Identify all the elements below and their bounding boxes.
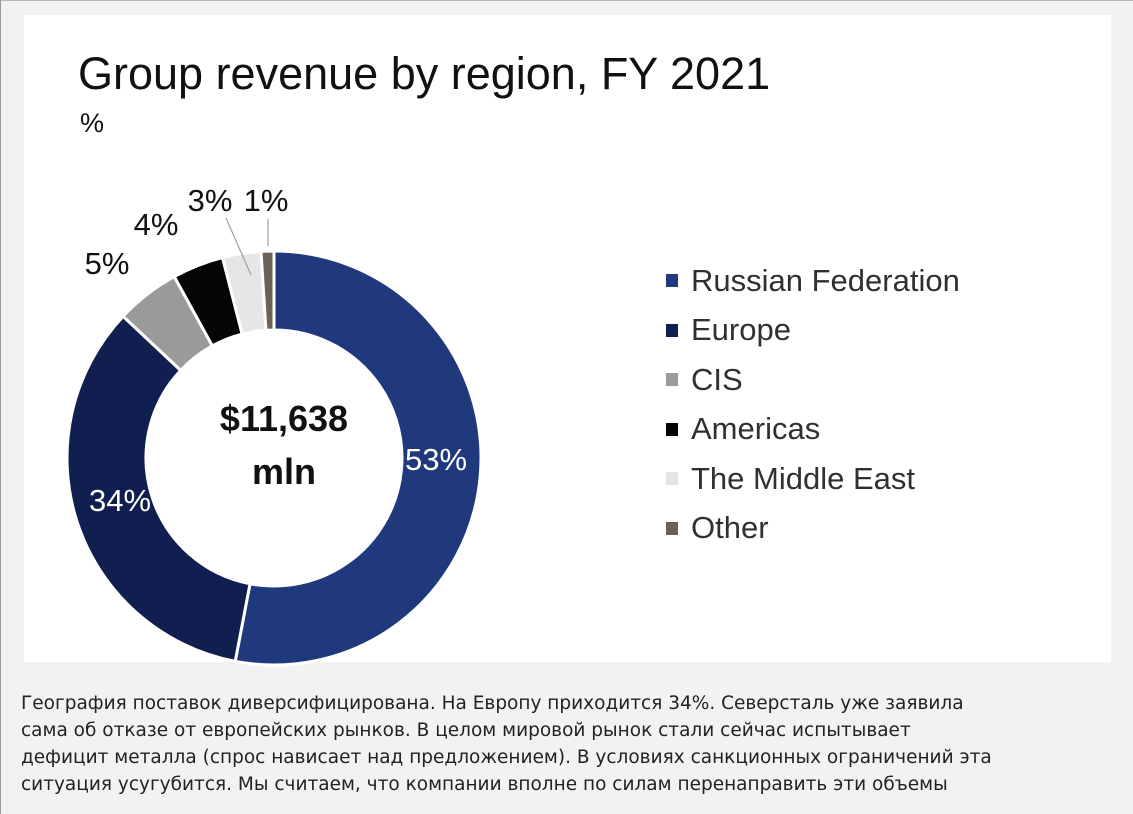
legend-swatch-americas bbox=[666, 422, 678, 436]
donut-chart: 53% 34% 5%4% 3% 1% $11,638 mln bbox=[65, 183, 483, 667]
top-divider bbox=[1, 0, 1133, 1]
description-line: ситуация усугубится. Мы считаем, что ком… bbox=[21, 774, 948, 795]
chart-legend: Russian Federation Europe CIS Americas T… bbox=[666, 256, 1086, 553]
legend-label-americas: Americas bbox=[691, 411, 821, 447]
legend-label-cis: CIS bbox=[691, 361, 743, 397]
value-label-cis: 5% bbox=[85, 246, 130, 281]
legend-item-russian-federation: Russian Federation bbox=[666, 256, 1086, 306]
description-line: сама об отказе от европейских рынков. В … bbox=[21, 720, 911, 741]
legend-label-middle-east: The Middle East bbox=[691, 460, 915, 496]
legend-label-russian-federation: Russian Federation bbox=[691, 262, 960, 298]
leader-line-middle-east bbox=[225, 217, 252, 276]
chart-title: Group revenue by region, FY 2021 bbox=[78, 48, 771, 99]
description-text: География поставок диверсифицирована. На… bbox=[21, 690, 1111, 798]
donut-slice-other bbox=[259, 249, 276, 332]
donut-slice-europe bbox=[65, 314, 252, 664]
legend-item-americas: Americas bbox=[666, 405, 1086, 455]
donut-value-labels: 53% 34% 5%4% 3% 1% bbox=[85, 183, 467, 518]
description-line: дефицит металла (спрос нависает над пред… bbox=[21, 747, 992, 768]
value-label-middle-east: 3% bbox=[188, 183, 233, 218]
chart-card: Group revenue by region, FY 2021 % 53% 34… bbox=[24, 15, 1111, 667]
chart-unit-label: % bbox=[80, 108, 105, 138]
legend-label-other: Other bbox=[691, 510, 769, 546]
legend-item-europe: Europe bbox=[666, 306, 1086, 356]
description-line: География поставок диверсифицирована. На… bbox=[21, 693, 964, 714]
center-total-unit: mln bbox=[252, 451, 316, 492]
legend-swatch-other bbox=[666, 521, 678, 535]
donut-slice-russian-federation bbox=[233, 249, 483, 667]
value-label-americas: 4% bbox=[134, 207, 179, 242]
center-total-value: $11,638 bbox=[220, 398, 348, 439]
legend-swatch-middle-east bbox=[666, 472, 678, 486]
value-label-other: 1% bbox=[244, 183, 289, 218]
legend-swatch-europe bbox=[666, 323, 678, 337]
legend-item-middle-east: The Middle East bbox=[666, 454, 1086, 504]
donut-slices bbox=[65, 249, 483, 667]
legend-label-europe: Europe bbox=[691, 312, 791, 348]
legend-swatch-cis bbox=[666, 373, 678, 387]
legend-item-cis: CIS bbox=[666, 355, 1086, 405]
value-label-europe: 34% bbox=[89, 483, 151, 518]
legend-item-other: Other bbox=[666, 504, 1086, 554]
value-label-russian-federation: 53% bbox=[405, 442, 467, 477]
label-leader-lines bbox=[225, 217, 269, 276]
legend-swatch-russian-federation bbox=[666, 274, 678, 288]
